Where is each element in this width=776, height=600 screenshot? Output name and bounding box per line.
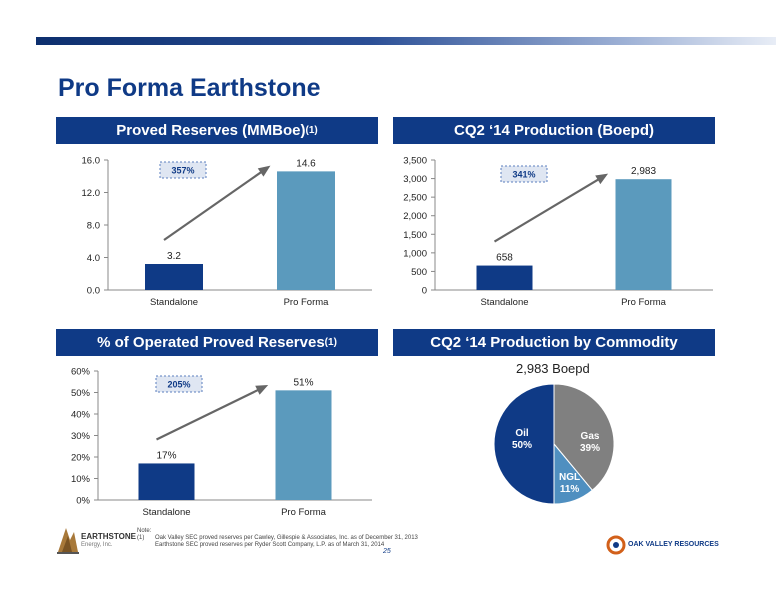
growth-annotation-box <box>500 165 548 183</box>
bar-standalone <box>145 264 203 290</box>
footnote-line-2: Earthstone SEC proved reserves per Ryder… <box>155 542 385 548</box>
growth-annotation-box <box>159 161 207 179</box>
y-tick-label: 60% <box>71 367 91 378</box>
pie-gas-value: 39% <box>580 443 601 454</box>
growth-arrow-line <box>163 166 269 241</box>
oak-valley-logo-name: OAK VALLEY RESOURCES <box>628 541 719 548</box>
footnote-line-1: Oak Valley SEC proved reserves per Cawle… <box>155 535 418 541</box>
operated-bar-chart: 0% 10% 20% 30% 40% 50% 60% 17% Standalone 51% Pro … <box>71 367 372 518</box>
production-bar-chart: 0 500 1,000 1,500 2,000 2,500 3,000 3,500 658 Sta… <box>403 156 713 308</box>
bar-value-label: 2,983 <box>631 166 656 177</box>
oak-valley-logo: OAK VALLEY RESOURCES <box>606 535 719 557</box>
y-tick-label: 3,000 <box>403 174 427 185</box>
bar-value-label: 51% <box>293 377 313 388</box>
y-tick-label: 1,000 <box>403 248 427 259</box>
growth-arrow-head <box>257 165 271 177</box>
y-tick-label: 0.0 <box>87 286 100 297</box>
earthstone-logo-sub: Energy, Inc. <box>81 542 113 548</box>
commodity-panel-header: CQ2 ‘14 Production by Commodity <box>393 329 715 356</box>
category-label: Standalone <box>142 507 190 518</box>
category-label: Standalone <box>480 297 528 308</box>
footnote-marker: (1) <box>137 535 145 541</box>
y-tick-label: 12.0 <box>82 188 101 199</box>
bar-value-label: 17% <box>156 450 176 461</box>
y-tick-label: 2,000 <box>403 211 427 222</box>
bar-pro-forma <box>275 390 332 500</box>
page-number: 25 <box>383 548 391 555</box>
pie-label-gas: Gas 39% <box>580 431 600 455</box>
category-label: Pro Forma <box>281 507 327 518</box>
y-tick-label: 30% <box>71 431 91 442</box>
production-panel-header: CQ2 ‘14 Production (Boepd) <box>393 117 715 144</box>
footnote: Note: (1) Oak Valley SEC proved reserves… <box>137 528 418 549</box>
pie-oil-value: 50% <box>512 440 533 451</box>
y-tick-label: 10% <box>71 474 91 485</box>
operated-footnote-marker: (1) <box>324 337 337 348</box>
growth-arrow-head <box>255 385 269 395</box>
production-panel-title: CQ2 ‘14 Production (Boepd) <box>453 122 654 139</box>
growth-arrow-line <box>493 174 607 243</box>
category-label: Pro Forma <box>621 297 667 308</box>
pie-oil-name: Oil <box>515 428 529 439</box>
y-tick-label: 2,500 <box>403 193 427 204</box>
y-tick-label: 4.0 <box>87 253 100 264</box>
earthstone-logo-name: EARTHSTONE <box>81 532 136 541</box>
header-gradient-bar <box>36 37 776 45</box>
growth-arrow-line <box>156 385 266 441</box>
reserves-bar-chart: 0.0 4.0 8.0 12.0 16.0 3.2 Standalone 14.6 Pro Fo… <box>82 156 372 308</box>
y-tick-label: 16.0 <box>82 156 101 167</box>
pie-gas-name: Gas <box>580 431 600 442</box>
growth-annotation-label: 341% <box>512 170 535 180</box>
y-tick-label: 500 <box>411 267 427 278</box>
reserves-panel-header: Proved Reserves (MMBoe) (1) <box>56 117 378 144</box>
pie-ngl-value: 11% <box>559 484 580 495</box>
pie-label-ngl: NGL 11% <box>559 472 580 496</box>
earthstone-logo: EARTHSTONE Energy, Inc. <box>56 522 140 556</box>
bar-pro-forma <box>277 171 335 290</box>
y-tick-label: 0 <box>422 286 427 297</box>
bar-value-label: 3.2 <box>167 251 181 262</box>
y-tick-label: 8.0 <box>87 221 100 232</box>
earthstone-logo-icon <box>57 528 79 554</box>
bar-standalone <box>476 265 533 290</box>
y-tick-label: 0% <box>76 496 90 507</box>
operated-panel-title: % of Operated Proved Reserves <box>97 334 325 351</box>
bar-standalone <box>138 463 195 500</box>
pie-label-oil: Oil 50% <box>512 428 532 452</box>
reserves-panel-title: Proved Reserves (MMBoe) <box>116 122 306 139</box>
reserves-footnote-marker: (1) <box>305 125 318 136</box>
y-tick-label: 1,500 <box>403 230 427 241</box>
y-tick-label: 20% <box>71 453 91 464</box>
growth-annotation-label: 357% <box>171 166 194 176</box>
y-tick-label: 3,500 <box>403 156 427 167</box>
oak-valley-logo-icon <box>606 535 626 555</box>
bar-value-label: 658 <box>496 253 513 264</box>
pie-title: 2,983 Boepd <box>516 361 590 376</box>
pie-slice-gas <box>553 383 615 491</box>
category-label: Pro Forma <box>284 297 330 308</box>
operated-panel-header: % of Operated Proved Reserves (1) <box>56 329 378 356</box>
bar-pro-forma <box>615 179 672 290</box>
y-tick-label: 50% <box>71 388 91 399</box>
bar-value-label: 14.6 <box>296 158 316 169</box>
pie-slice-oil <box>493 383 555 505</box>
y-tick-label: 40% <box>71 410 91 421</box>
growth-annotation-box <box>155 375 203 393</box>
footnote-heading: Note: <box>137 528 152 534</box>
pie-ngl-name: NGL <box>559 472 581 483</box>
commodity-pie-chart <box>493 383 615 505</box>
category-label: Standalone <box>150 297 198 308</box>
page-title: Pro Forma Earthstone <box>58 74 321 102</box>
commodity-panel-title: CQ2 ‘14 Production by Commodity <box>430 334 678 351</box>
growth-arrow-head <box>595 173 609 185</box>
growth-annotation-label: 205% <box>167 380 190 390</box>
